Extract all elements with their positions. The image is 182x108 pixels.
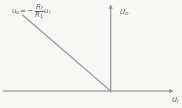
Text: $u_i$: $u_i$ bbox=[171, 95, 180, 106]
Text: $u_o\!=\!-\dfrac{R_f}{R_1}u_i$: $u_o\!=\!-\dfrac{R_f}{R_1}u_i$ bbox=[11, 3, 52, 21]
Text: $u_o$: $u_o$ bbox=[119, 8, 130, 18]
